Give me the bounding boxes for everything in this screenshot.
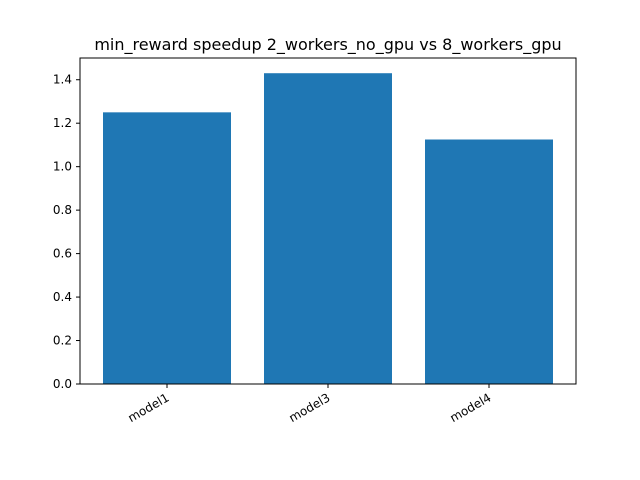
y-tick-label: 0.8 — [53, 203, 72, 217]
bar-model1 — [103, 112, 231, 384]
y-axis: 0.0 0.2 0.4 0.6 0.8 1.0 1.2 1.4 — [53, 73, 80, 391]
bars-group — [103, 73, 553, 385]
y-tick-label: 1.2 — [53, 116, 72, 130]
y-tick-label: 0.4 — [53, 290, 72, 304]
y-tick-label: 1.4 — [53, 73, 72, 87]
bar-model3 — [264, 73, 392, 385]
y-tick-label: 0.0 — [53, 377, 72, 391]
y-tick-label: 0.2 — [53, 334, 72, 348]
y-tick-label: 1.0 — [53, 160, 72, 174]
chart-title: min_reward speedup 2_workers_no_gpu vs 8… — [94, 35, 561, 55]
plot-frame — [79, 57, 577, 385]
bar-model4 — [425, 139, 553, 384]
y-tick-label: 0.6 — [53, 247, 72, 261]
